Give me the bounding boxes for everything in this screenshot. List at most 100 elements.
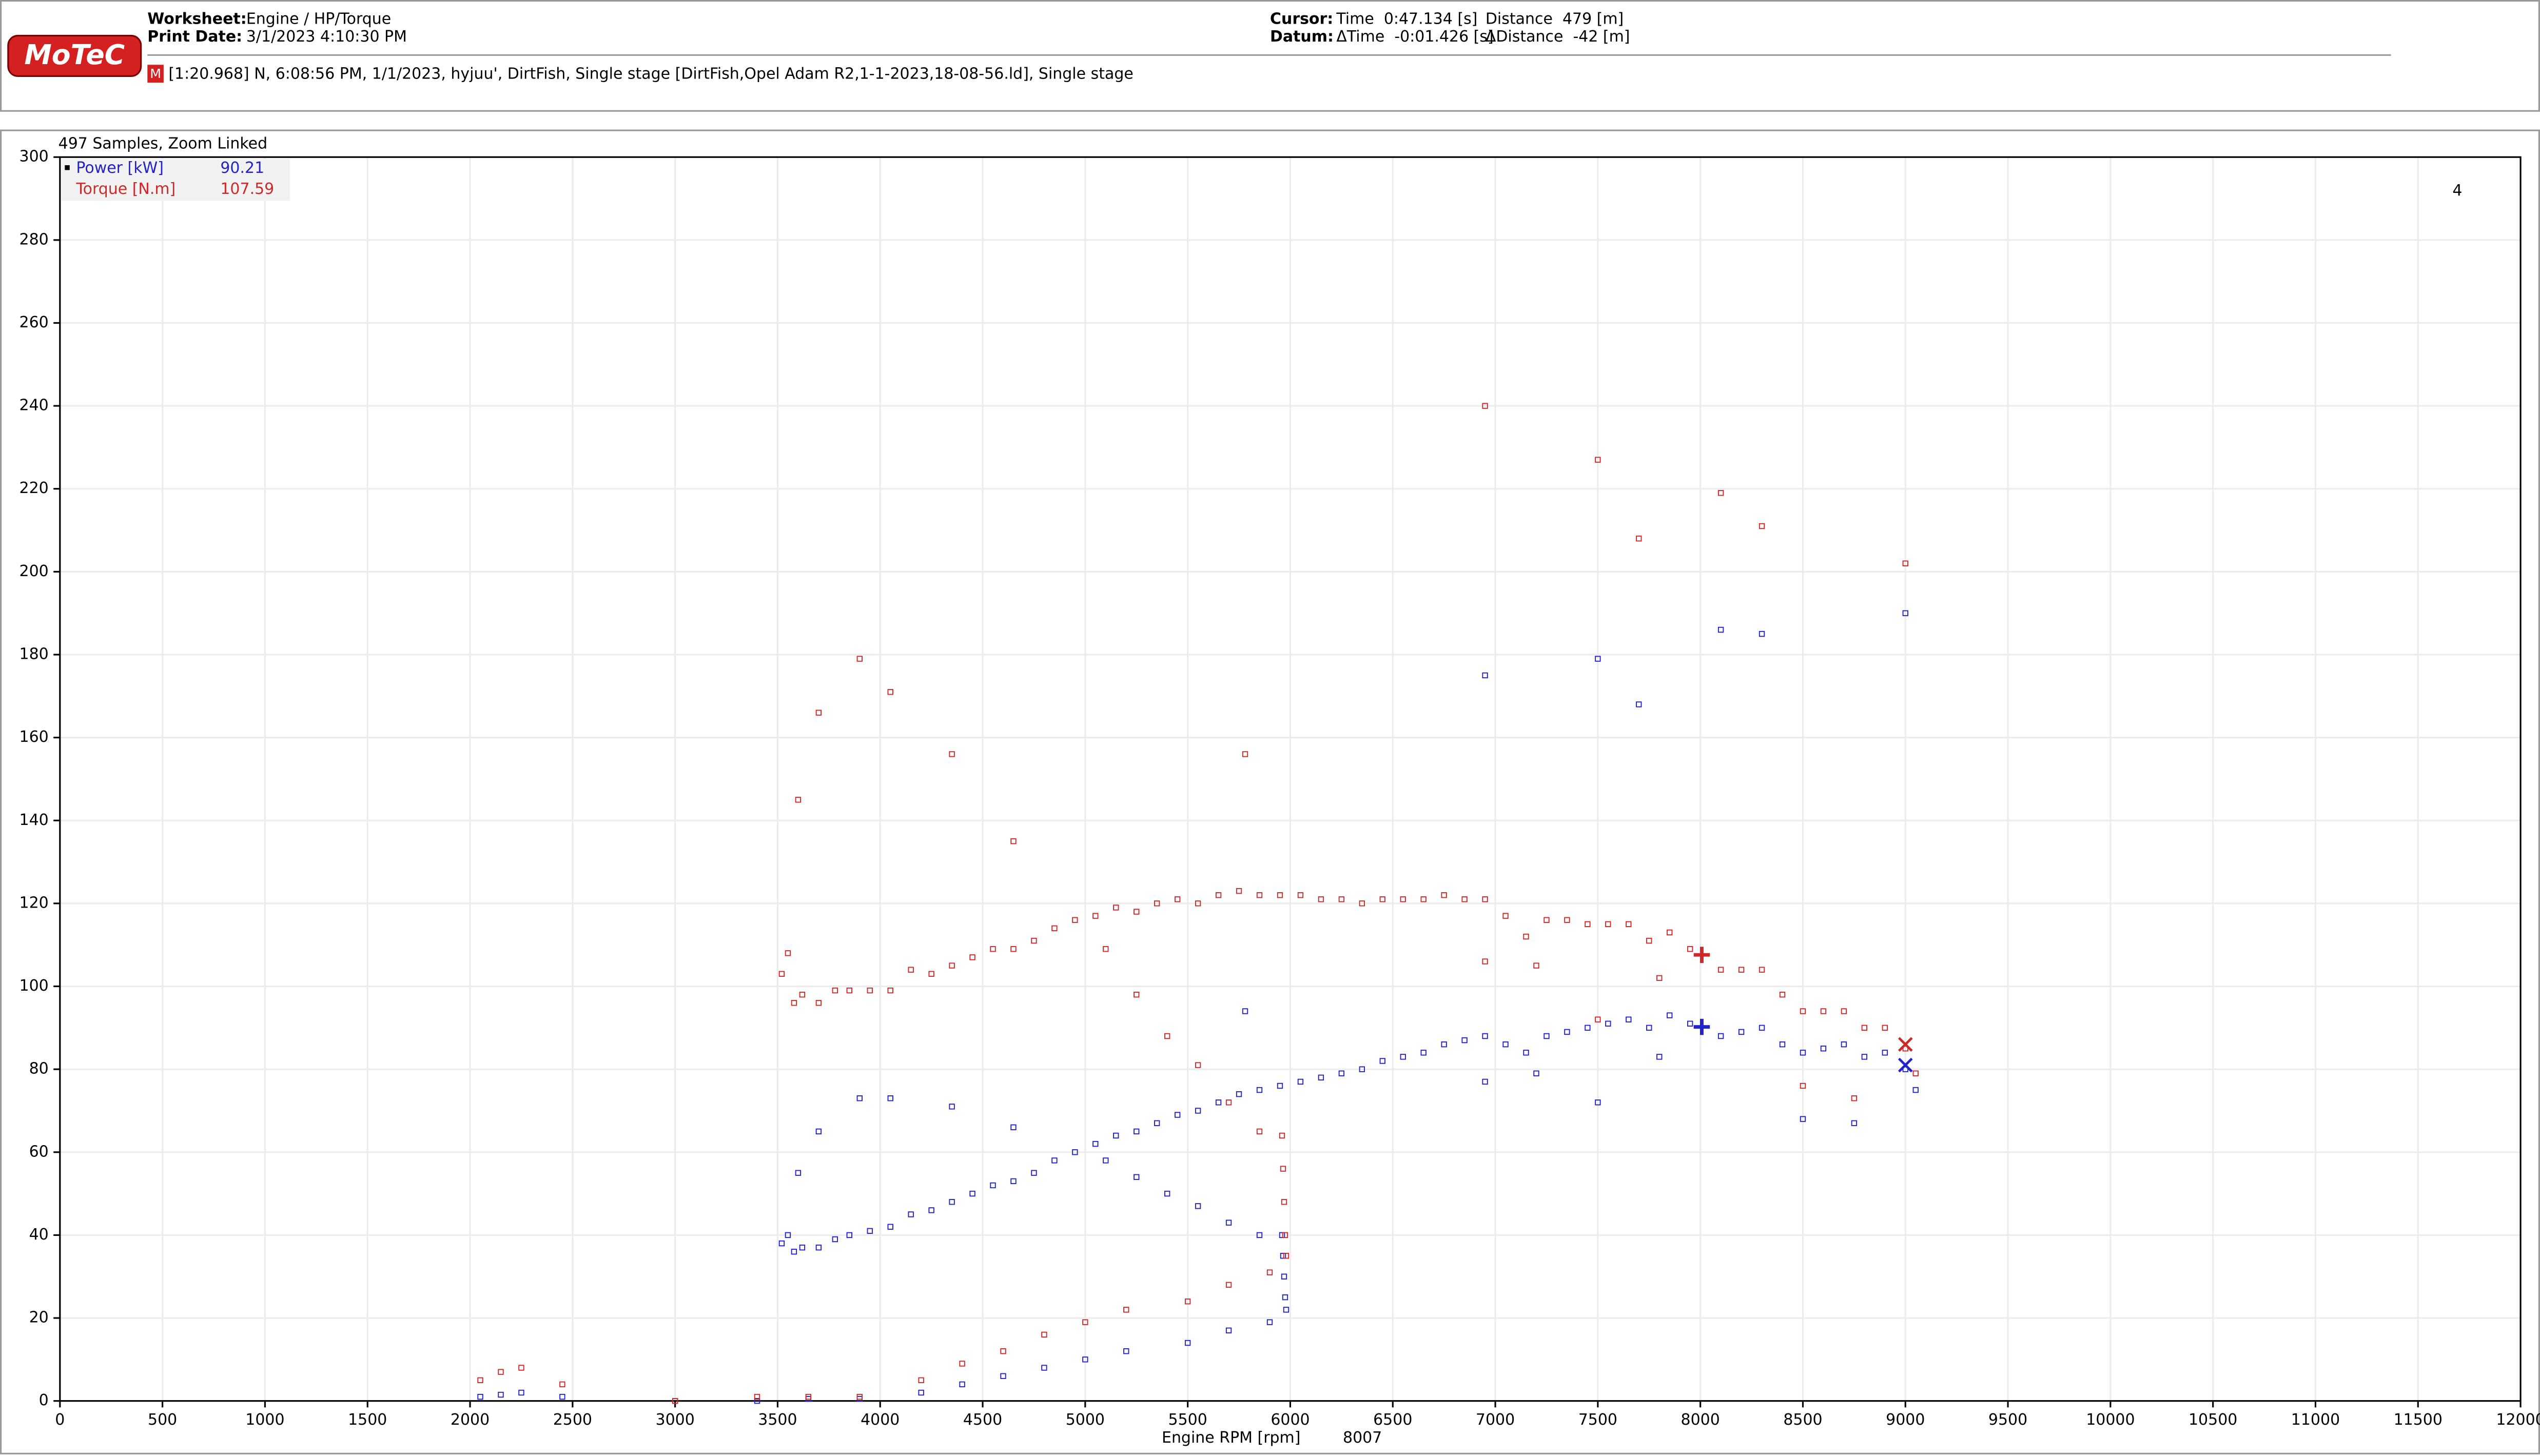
- point: [1523, 933, 1529, 940]
- point: [1184, 1340, 1191, 1346]
- file-info: [1:20.968] N, 6:08:56 PM, 1/1/2023, hyju…: [168, 65, 1133, 83]
- point: [1800, 1050, 1806, 1056]
- point: [1123, 1307, 1129, 1313]
- point: [1113, 1132, 1119, 1139]
- point: [1164, 1033, 1170, 1039]
- x-tick-label: 4000: [861, 1411, 900, 1429]
- point: [1738, 1029, 1745, 1035]
- point: [1482, 958, 1488, 965]
- point: [867, 987, 873, 994]
- point: [1215, 1099, 1222, 1106]
- point: [1195, 1108, 1201, 1114]
- point: [1225, 1282, 1232, 1288]
- label: Cursor:: [1270, 10, 1333, 28]
- point: [1297, 892, 1304, 898]
- point: [1338, 1070, 1345, 1076]
- cursor-marker: [1693, 1018, 1710, 1035]
- point: [1626, 1016, 1632, 1022]
- datum-marker: [1898, 1057, 1913, 1073]
- point: [518, 1365, 524, 1371]
- point: [949, 962, 955, 969]
- x-tick-label: 2000: [451, 1411, 490, 1429]
- point: [1280, 1166, 1286, 1172]
- point: [1595, 457, 1601, 463]
- point: [1000, 1373, 1006, 1379]
- point: [1154, 1120, 1160, 1126]
- point: [754, 1398, 760, 1404]
- point: [1595, 656, 1601, 662]
- legend-box: [61, 159, 290, 201]
- point: [1912, 1070, 1919, 1076]
- point: [1236, 1091, 1242, 1097]
- point: [672, 1398, 678, 1404]
- point: [1242, 751, 1248, 757]
- point: [799, 991, 806, 998]
- point: [1184, 1298, 1191, 1305]
- point: [1605, 1020, 1611, 1027]
- point: [918, 1377, 924, 1383]
- value: Time 0:47.134 [s]: [1336, 10, 1477, 28]
- point: [1420, 896, 1427, 902]
- point: [928, 971, 934, 977]
- value: ΔTime -0:01.426 [s]: [1336, 28, 1493, 46]
- point: [1195, 1203, 1201, 1209]
- point: [969, 1190, 975, 1197]
- point: [1010, 838, 1017, 844]
- point: [1256, 1087, 1263, 1093]
- point: [1318, 1074, 1324, 1080]
- point: [1482, 403, 1488, 409]
- point: [1523, 1050, 1529, 1056]
- point: [918, 1389, 924, 1396]
- x-tick-label: 2500: [553, 1411, 592, 1429]
- y-tick-label: 200: [19, 562, 49, 580]
- label: Worksheet:: [147, 10, 246, 28]
- point: [1103, 1157, 1109, 1164]
- point: [1902, 560, 1908, 566]
- point: [1266, 1269, 1273, 1275]
- point: [856, 1393, 863, 1400]
- x-tick-label: 6500: [1373, 1411, 1412, 1429]
- point: [559, 1381, 565, 1388]
- point: [1533, 1070, 1539, 1076]
- point: [1420, 1050, 1427, 1056]
- point: [1225, 1219, 1232, 1226]
- y-tick-label: 300: [19, 148, 49, 166]
- point: [785, 950, 791, 956]
- point: [1123, 1348, 1129, 1354]
- point: [498, 1369, 504, 1375]
- point: [1256, 892, 1263, 898]
- point: [1636, 536, 1642, 542]
- corner-label: 4: [2452, 182, 2462, 200]
- chart-title: 497 Samples, Zoom Linked: [58, 134, 267, 152]
- point: [1283, 1307, 1289, 1313]
- point: [791, 1000, 797, 1006]
- point: [867, 1228, 873, 1234]
- point: [1256, 1232, 1263, 1238]
- point: [832, 987, 838, 994]
- point: [498, 1391, 504, 1398]
- point: [1400, 896, 1406, 902]
- point: [1595, 1099, 1601, 1106]
- y-tick-label: 220: [19, 479, 49, 497]
- point: [477, 1377, 483, 1383]
- point: [1882, 1050, 1888, 1056]
- x-tick-label: 8500: [1783, 1411, 1822, 1429]
- point: [1359, 1066, 1365, 1072]
- y-tick-label: 0: [39, 1391, 49, 1409]
- point: [1533, 962, 1539, 969]
- point: [928, 1207, 934, 1213]
- point: [846, 987, 852, 994]
- point: [1482, 1033, 1488, 1039]
- point: [1041, 1331, 1047, 1338]
- cursor-marker: [1693, 947, 1710, 963]
- point: [1543, 917, 1550, 923]
- point: [1400, 1054, 1406, 1060]
- point: [1882, 1025, 1888, 1031]
- point: [1585, 1025, 1591, 1031]
- point: [846, 1232, 852, 1238]
- point: [1010, 1124, 1017, 1130]
- point: [1103, 946, 1109, 952]
- point: [1667, 1012, 1673, 1018]
- point: [1297, 1078, 1304, 1085]
